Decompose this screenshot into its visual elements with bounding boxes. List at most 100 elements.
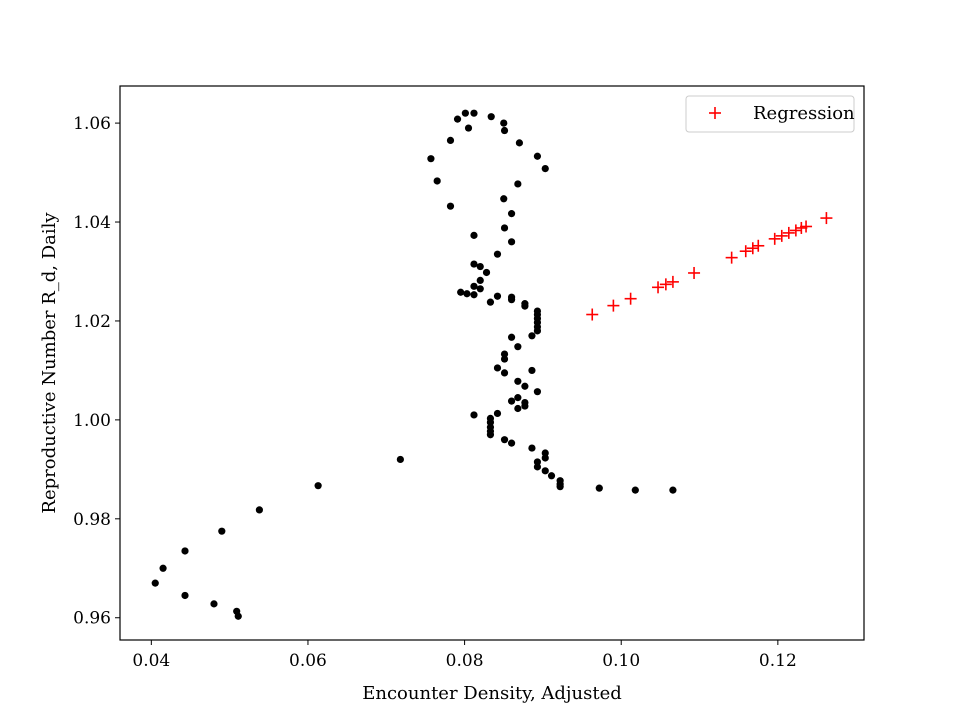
regression-point (652, 281, 665, 294)
regression-point (739, 245, 752, 258)
data-point (493, 364, 502, 372)
data-point (493, 409, 502, 418)
regression-point (659, 278, 672, 291)
x-tick-label: 0.08 (446, 651, 484, 671)
data-point (487, 113, 495, 121)
data-point (514, 394, 522, 402)
data-point (463, 290, 471, 298)
data-point (500, 350, 509, 358)
data-point (533, 463, 542, 471)
regression-point (666, 275, 679, 288)
regression-point (789, 224, 802, 237)
data-point (500, 436, 509, 444)
data-point (556, 483, 564, 491)
data-point (507, 397, 516, 405)
x-tick-label: 0.06 (289, 651, 327, 671)
x-tick-label: 0.10 (602, 651, 640, 671)
data-point (486, 418, 495, 426)
regression-point (768, 232, 781, 245)
data-point (482, 268, 491, 277)
regression-point (688, 266, 701, 279)
y-axis-label: Reproductive Number R_d, Daily (39, 212, 60, 514)
data-point (181, 591, 189, 600)
data-point (151, 579, 159, 587)
data-point (507, 238, 516, 246)
data-point (533, 388, 542, 396)
data-point (514, 180, 522, 188)
regression-point (624, 292, 637, 305)
observed-series (151, 109, 677, 620)
data-point (528, 366, 536, 375)
data-point (507, 333, 516, 341)
data-point (500, 355, 509, 363)
data-point (500, 369, 509, 377)
regression-point (820, 212, 833, 225)
data-point (453, 115, 462, 123)
data-point (470, 411, 478, 419)
regression-series (586, 212, 833, 321)
data-point (533, 458, 542, 466)
data-point (461, 109, 469, 117)
regression-point (752, 239, 765, 252)
y-tick-label: 1.06 (73, 114, 111, 134)
data-point (541, 467, 549, 475)
data-point (547, 472, 556, 480)
regression-point (746, 242, 759, 255)
data-point (218, 527, 226, 535)
data-marks (151, 109, 833, 620)
data-point (476, 276, 484, 284)
y-tick-label: 1.04 (73, 213, 111, 233)
data-point (396, 455, 404, 464)
legend-regression-marker (709, 107, 721, 119)
regression-point (725, 251, 738, 264)
plot-area (120, 86, 864, 640)
data-point (470, 282, 478, 290)
data-point (486, 298, 495, 306)
regression-point (800, 220, 813, 233)
y-tick-label: 0.96 (73, 609, 111, 629)
data-point (457, 288, 465, 296)
data-point (486, 431, 495, 439)
x-tick-label: 0.04 (132, 651, 170, 671)
y-tick-label: 1.02 (73, 312, 111, 332)
data-point (234, 612, 242, 620)
data-point (470, 231, 478, 239)
y-tick-label: 0.98 (73, 510, 111, 530)
regression-point (782, 226, 795, 239)
data-point (493, 292, 502, 300)
data-point (476, 285, 484, 293)
data-point (470, 260, 478, 268)
data-point (595, 484, 603, 492)
data-point (159, 564, 167, 572)
data-point (528, 444, 536, 452)
legend-box (685, 95, 855, 133)
data-point (470, 291, 478, 299)
data-point (507, 439, 516, 447)
data-point (514, 343, 522, 351)
data-point (541, 454, 549, 462)
data-point (541, 165, 549, 173)
y-axis-ticks: 0.96 0.98 1.00 1.02 1.04 1.06 (73, 114, 120, 629)
data-point (476, 262, 484, 271)
data-point (533, 327, 542, 335)
data-point (500, 126, 509, 135)
data-point (500, 119, 508, 127)
data-point (210, 600, 218, 608)
data-point (493, 250, 502, 258)
data-point (521, 382, 529, 390)
regression-point (607, 299, 620, 312)
x-axis-ticks: 0.04 0.06 0.08 0.10 0.12 (132, 640, 797, 671)
legend: Regression (685, 95, 855, 133)
data-point (541, 449, 549, 457)
data-point (470, 109, 478, 117)
data-point (521, 302, 529, 310)
data-point (507, 210, 516, 218)
data-point (500, 195, 508, 203)
data-point (533, 152, 542, 160)
data-point (631, 486, 639, 494)
data-point (427, 155, 435, 163)
data-point (255, 506, 264, 514)
data-point (521, 402, 529, 410)
regression-point (586, 308, 599, 321)
data-point (433, 177, 441, 185)
